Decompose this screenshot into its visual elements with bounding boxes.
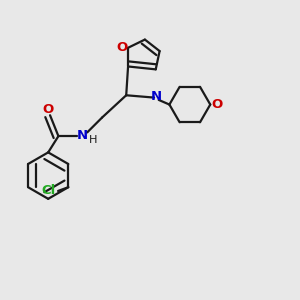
Text: H: H xyxy=(88,135,97,145)
Text: Cl: Cl xyxy=(42,184,56,197)
Text: N: N xyxy=(151,90,162,103)
Text: O: O xyxy=(117,41,128,54)
Text: O: O xyxy=(212,98,223,111)
Text: O: O xyxy=(42,103,53,116)
Text: N: N xyxy=(77,129,88,142)
